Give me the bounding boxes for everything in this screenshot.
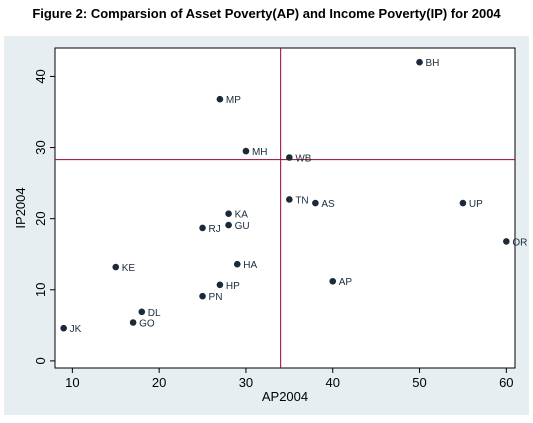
point-label: MH bbox=[252, 147, 268, 158]
point-label: AS bbox=[321, 199, 335, 210]
y-tick-label: 40 bbox=[33, 69, 48, 83]
point-label: HA bbox=[243, 260, 257, 271]
point-label: UP bbox=[469, 199, 483, 210]
point-label: WB bbox=[295, 154, 311, 165]
data-point bbox=[233, 260, 241, 268]
x-tick-label: 50 bbox=[412, 375, 426, 390]
data-point bbox=[129, 319, 137, 326]
x-tick-label: 30 bbox=[239, 375, 253, 390]
point-label: KE bbox=[122, 263, 136, 274]
y-tick-label: 20 bbox=[33, 211, 48, 225]
y-tick-label: 30 bbox=[33, 140, 48, 154]
x-tick-label: 40 bbox=[326, 375, 340, 390]
data-point bbox=[199, 224, 206, 232]
plot-area bbox=[54, 47, 516, 369]
y-tick-label: 10 bbox=[33, 283, 48, 297]
point-label: TN bbox=[295, 195, 308, 206]
point-label: GU bbox=[235, 221, 250, 232]
data-point bbox=[225, 210, 232, 217]
data-point bbox=[225, 221, 232, 229]
axis-ticks: 10 20 30 40 50 60 0 10 20 30 40 bbox=[33, 69, 514, 390]
data-point bbox=[216, 281, 224, 289]
figure-title: Figure 2: Comparsion of Asset Poverty(AP… bbox=[32, 6, 501, 21]
data-point bbox=[242, 147, 250, 155]
data-point bbox=[312, 199, 319, 207]
data-point bbox=[503, 238, 510, 245]
data-point bbox=[199, 292, 206, 300]
data-point bbox=[138, 308, 146, 316]
data-point bbox=[286, 154, 293, 161]
point-label: GO bbox=[139, 318, 155, 329]
y-axis-title: IP2004 bbox=[13, 187, 28, 228]
data-point bbox=[60, 324, 67, 332]
reference-lines bbox=[55, 48, 515, 368]
point-label: PN bbox=[209, 292, 223, 303]
x-tick-label: 20 bbox=[152, 375, 166, 390]
x-tick-label: 60 bbox=[499, 375, 513, 390]
point-label: KA bbox=[235, 210, 249, 221]
point-label: DL bbox=[148, 308, 161, 319]
point-label: RJ bbox=[209, 224, 221, 235]
point-label: OR bbox=[512, 237, 527, 248]
data-point bbox=[329, 277, 337, 285]
data-point bbox=[216, 95, 224, 103]
point-label: HP bbox=[226, 281, 240, 292]
x-axis-title: AP2004 bbox=[262, 389, 308, 404]
x-tick-label: 10 bbox=[65, 375, 79, 390]
point-label: JK bbox=[70, 324, 82, 335]
y-tick-label: 0 bbox=[33, 357, 48, 364]
data-point bbox=[286, 196, 293, 203]
point-label: MP bbox=[226, 95, 241, 106]
point-label: AP bbox=[339, 277, 353, 288]
data-point bbox=[459, 199, 467, 207]
point-label: BH bbox=[426, 58, 440, 69]
data-point bbox=[112, 263, 120, 271]
data-point bbox=[416, 58, 423, 66]
